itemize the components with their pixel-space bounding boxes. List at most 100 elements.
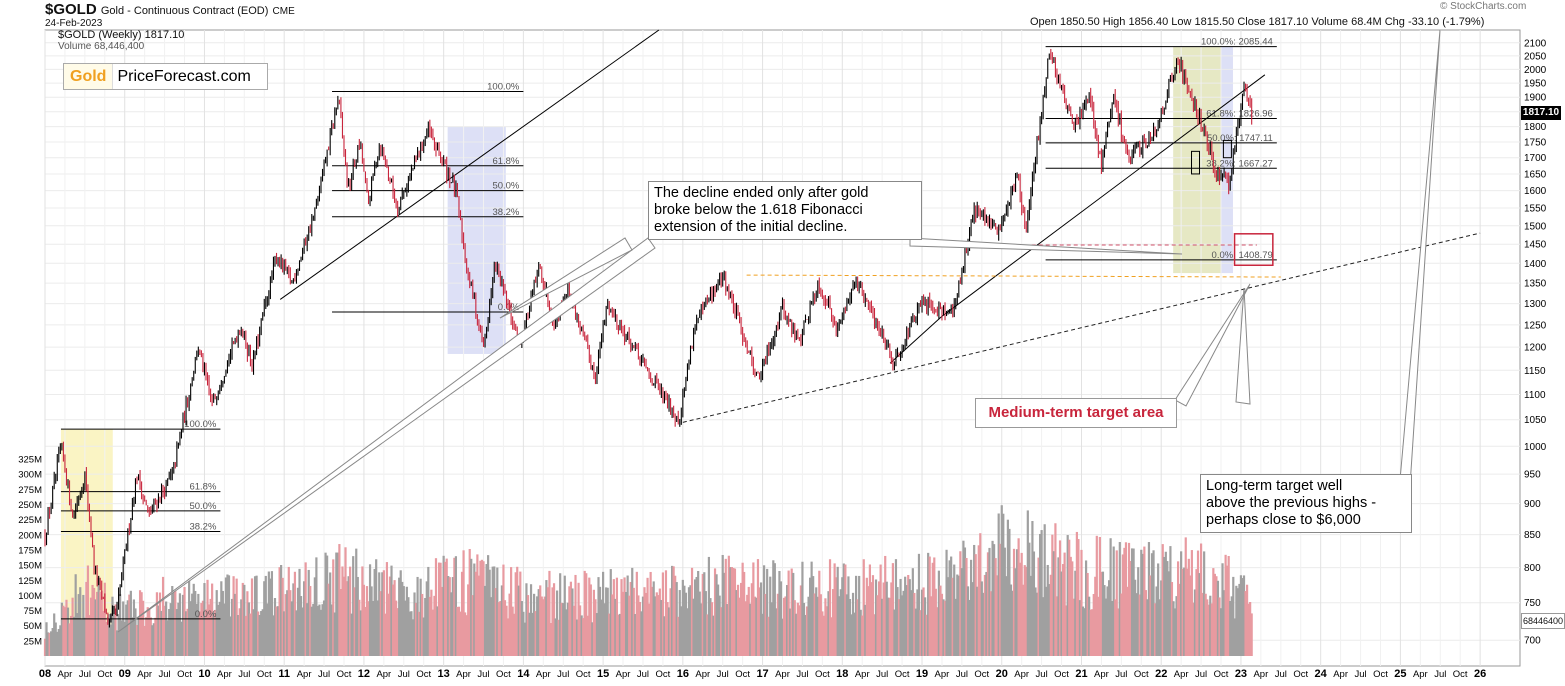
fib-label-6: 61.8% [492,156,519,167]
volume-bar-253 [430,589,433,656]
volume-bar-585 [939,585,942,656]
x-label-58: Jul [1195,669,1207,680]
volume-bar-338 [560,602,563,656]
volume-bar-451 [733,568,737,656]
volume-bar-11 [59,625,62,656]
volume-bar-62 [137,617,140,656]
volume-bar-308 [514,572,517,656]
volume-bar-587 [942,599,945,656]
volume-bar-211 [365,586,369,656]
volume-bar-366 [603,603,606,656]
y-tick-1100: 1100 [1524,390,1546,401]
volume-bar-195 [341,566,344,656]
volume-bar-596 [956,574,959,656]
volume-bar-102 [198,611,201,656]
volume-bar-100 [195,603,198,656]
x-label-70: Jul [1434,669,1446,680]
volume-bar-481 [779,581,783,656]
volume-bar-303 [506,618,510,656]
volume-bar-603 [966,586,970,656]
volume-bar-599 [960,568,963,656]
volume-bar-247 [421,593,424,656]
volume-bar-715 [1138,594,1141,656]
y-tick-1150: 1150 [1524,366,1546,377]
volume-bar-128 [238,608,241,656]
volume-bar-728 [1158,599,1161,656]
volume-bar-163 [292,583,295,656]
volume-bar-249 [424,598,427,656]
volume-bar-283 [476,554,479,656]
volume-bar-375 [617,614,620,656]
volume-bar-526 [848,598,852,656]
volume-bar-123 [230,598,234,656]
last-price-badge: 1817.10 [1521,106,1561,120]
x-label-38: Jul [796,669,808,680]
volume-bar-770 [1222,590,1226,656]
vol-tick-10: 250M [18,500,42,511]
vol-tick-13: 325M [18,455,42,466]
volume-bar-616 [986,552,990,656]
volume-bar-370 [609,569,612,656]
volume-bar-499 [807,596,810,656]
y-tick-1800: 1800 [1524,122,1547,133]
fib-label-9: 0.0% [498,302,520,313]
volume-bar-433 [706,614,709,656]
volume-bar-502 [812,576,815,656]
volume-bar-119 [224,577,228,656]
volume-bar-749 [1190,550,1193,656]
pointer-decline-3 [909,237,1183,255]
volume-bar-713 [1135,593,1138,656]
trendline-4 [746,274,1281,278]
x-label-55: Oct [1134,669,1149,680]
volume-bar-201 [350,613,353,656]
volume-bar-647 [1034,587,1037,656]
volume-bar-75 [157,605,160,656]
volume-bar-746 [1186,568,1189,656]
volume-bar-425 [694,579,697,656]
y-tick-2000: 2000 [1524,65,1547,76]
volume-bar-621 [994,558,997,656]
volume-bar-261 [442,555,445,656]
volume-bar-240 [410,611,413,656]
volume-bar-107 [206,579,209,656]
volume-bar-141 [258,614,261,656]
volume-bar-267 [451,577,454,656]
volume-bar-550 [885,581,888,656]
volume-bar-450 [732,567,735,656]
volume-bar-650 [1038,533,1042,656]
volume-bar-328 [545,580,548,656]
volume-bar-314 [523,622,527,656]
volume-bar-683 [1089,609,1092,656]
volume-bar-349 [577,582,580,656]
volume-bar-658 [1051,534,1054,656]
volume-bar-703 [1120,593,1123,656]
volume-bar-763 [1212,568,1215,656]
volume-bar-216 [373,568,376,656]
volume-bar-465 [755,597,758,656]
volume-bar-333 [552,583,556,656]
volume-bar-323 [537,589,540,656]
x-label-56: 22 [1155,668,1167,680]
volume-bar-482 [781,618,784,656]
volume-bar-238 [407,597,410,656]
volume-bar-188 [330,604,333,656]
volume-bar-698 [1112,546,1115,656]
volume-bar-144 [263,581,266,656]
volume-bar-131 [243,584,246,656]
volume-bar-529 [853,612,856,656]
volume-bar-65 [142,600,145,656]
volume-bar-641 [1025,566,1028,656]
volume-bar-175 [310,606,313,656]
volume-bar-448 [729,567,732,656]
volume-bar-365 [602,571,605,656]
fib-label-5: 100.0% [487,82,520,93]
volume-bar-214 [370,586,373,656]
volume-bar-171 [304,562,307,656]
volume-bar-293 [491,566,494,656]
volume-bar-306 [511,606,514,656]
volume-bar-209 [362,584,366,656]
volume-bar-541 [871,575,875,656]
volume-bar-456 [741,562,744,656]
volume-bar-378 [621,591,625,656]
volume-bar-371 [611,594,614,656]
